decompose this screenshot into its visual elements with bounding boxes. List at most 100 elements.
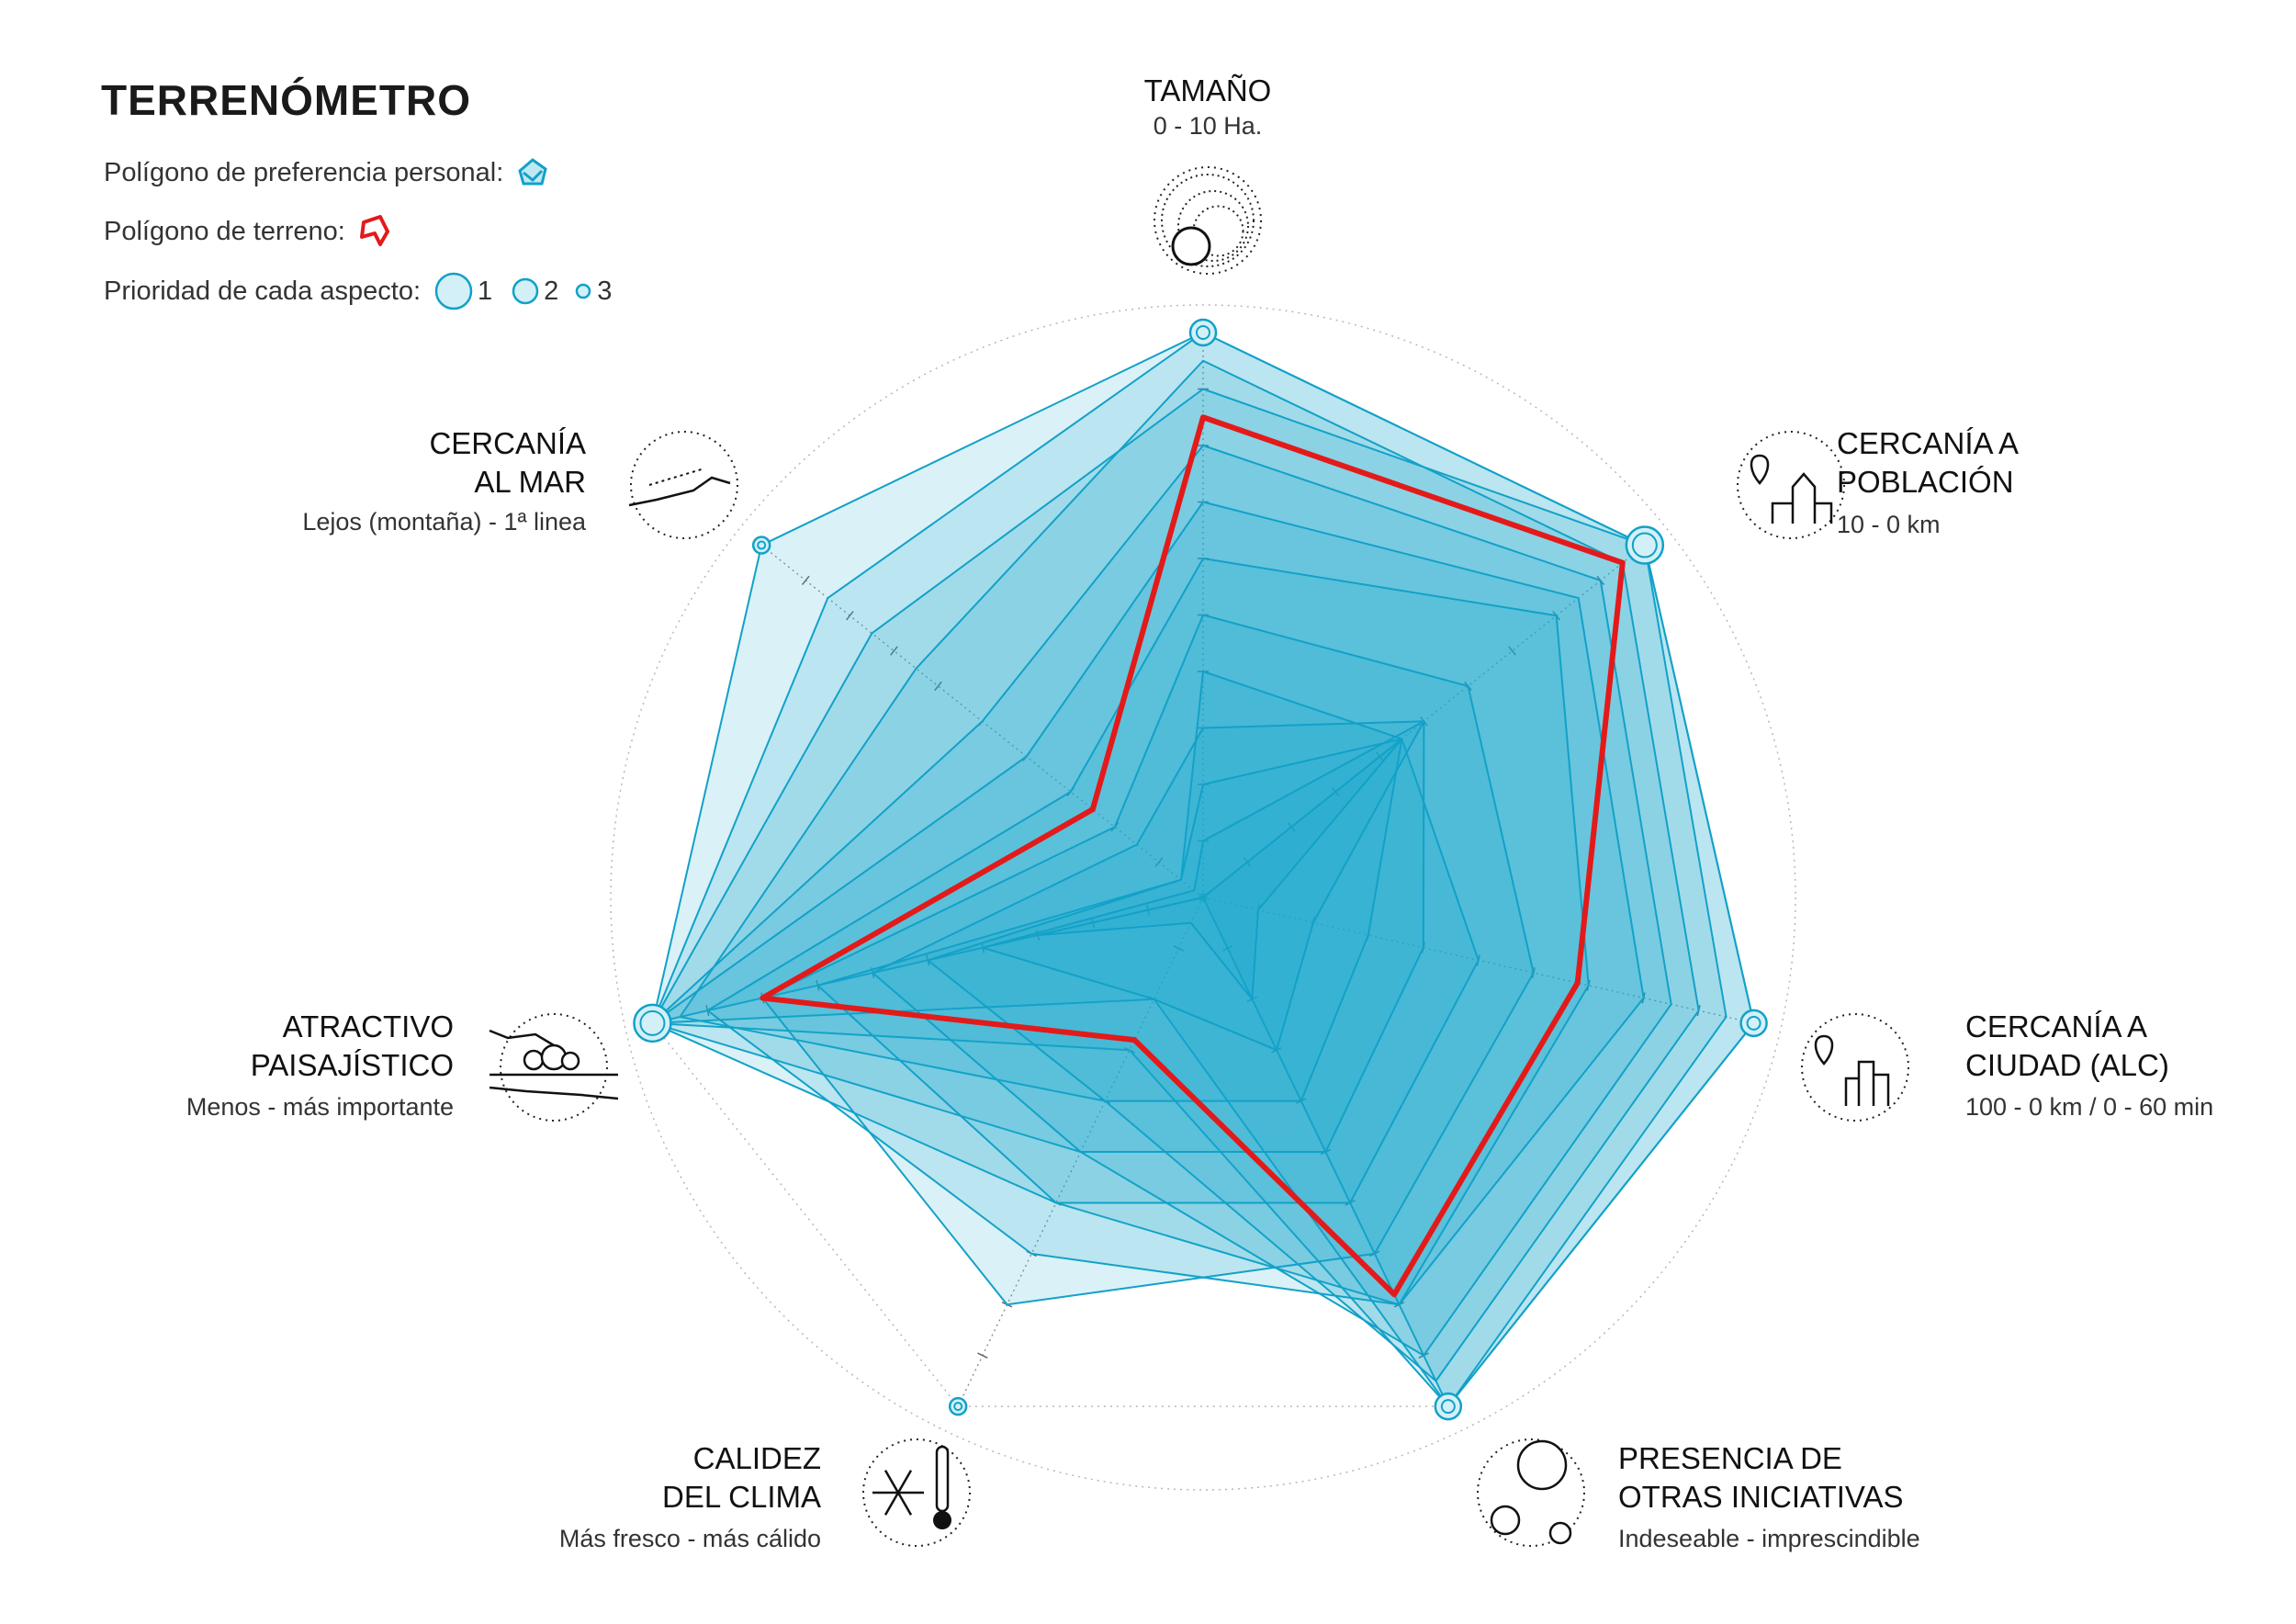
axis-subtitle-cercania-poblacion: 10 - 0 km bbox=[1837, 511, 1941, 538]
axis-tick bbox=[934, 681, 942, 692]
icon-frame bbox=[862, 1438, 971, 1547]
icon-frame bbox=[1154, 166, 1262, 275]
preference-polygon-icon bbox=[518, 158, 548, 186]
priority-outer bbox=[1739, 1009, 1768, 1038]
axis-tick bbox=[890, 646, 898, 656]
preference-polygon-3 bbox=[651, 388, 1728, 1408]
legend-priority-label: Prioridad de cada aspecto: bbox=[104, 276, 421, 306]
node-b bbox=[1490, 1505, 1521, 1536]
village-pin-icon bbox=[1737, 431, 1845, 539]
network-abc-icon bbox=[1477, 1438, 1585, 1547]
terrain-line bbox=[628, 476, 731, 507]
legend-priority: Prioridad de cada aspecto: 1 2 3 bbox=[104, 271, 617, 311]
icon-frame bbox=[1737, 431, 1845, 539]
priority-outer bbox=[1434, 1392, 1463, 1421]
icon-frame bbox=[1801, 1013, 1909, 1122]
terrain-polygon-layer bbox=[760, 414, 1626, 1298]
priority-2-label: 2 bbox=[544, 276, 559, 306]
priority-3-label: 3 bbox=[597, 276, 613, 306]
priority-outer bbox=[751, 536, 771, 555]
priority-inner bbox=[1631, 532, 1658, 558]
legend-terrain: Polígono de terreno: bbox=[104, 213, 393, 250]
axis-subtitle-mar: Lejos (montaña) - 1ª linea bbox=[302, 508, 586, 536]
priority-marker-calidez bbox=[948, 1396, 968, 1416]
priority-outer bbox=[948, 1396, 968, 1416]
axis-title-tamano: TAMAÑO bbox=[1143, 73, 1272, 107]
axis-subtitle-atractivo: Menos - más importante bbox=[186, 1093, 454, 1121]
priority-marker-atractivo bbox=[633, 1003, 672, 1043]
distance-arrow bbox=[648, 468, 705, 486]
node-c bbox=[1548, 1521, 1572, 1545]
priority-inner bbox=[1440, 1399, 1456, 1415]
axis-icons bbox=[489, 166, 1909, 1547]
preference-polygon-12 bbox=[982, 720, 1425, 1052]
axis-subtitle-tamano: 0 - 10 Ha. bbox=[1153, 112, 1263, 140]
priority-inner bbox=[1196, 325, 1210, 340]
priority-inner bbox=[639, 1009, 666, 1036]
priority-outer bbox=[1188, 318, 1218, 347]
priority-marker-cercania_poblacion bbox=[1625, 525, 1665, 565]
icon-frame bbox=[1477, 1438, 1585, 1547]
snowflake-arm bbox=[884, 1470, 913, 1516]
axis-title-calidez: CALIDEZ DEL CLIMA bbox=[662, 1441, 821, 1514]
preference-polygon-10 bbox=[872, 720, 1425, 1154]
size-dot bbox=[1171, 226, 1211, 266]
axis-tick bbox=[1508, 646, 1516, 656]
priority-marker-cercania_ciudad bbox=[1739, 1009, 1768, 1038]
axis-title-presencia: PRESENCIA DE OTRAS INICIATIVAS bbox=[1618, 1441, 1904, 1514]
ground bbox=[489, 1073, 619, 1100]
icon-frame bbox=[630, 431, 738, 539]
priority-outer bbox=[633, 1003, 672, 1043]
priority-2-icon bbox=[512, 277, 539, 305]
pin bbox=[1814, 1034, 1834, 1066]
coast-distance-icon bbox=[628, 431, 738, 539]
page-title: TERRENÓMETRO bbox=[101, 76, 471, 124]
priority-marker-presencia bbox=[1434, 1392, 1463, 1421]
node-a bbox=[1516, 1439, 1568, 1491]
axis-subtitle-cercania-ciudad: 100 - 0 km / 0 - 60 min bbox=[1965, 1093, 2214, 1121]
legend-terrain-label: Polígono de terreno: bbox=[104, 216, 345, 246]
icon-frame bbox=[500, 1013, 608, 1122]
priority-marker-mar bbox=[751, 536, 771, 555]
city-pin-icon bbox=[1801, 1013, 1909, 1122]
landscape-trees-icon bbox=[489, 1013, 619, 1122]
axis-title-atractivo: ATRACTIVO PAISAJÍSTICO bbox=[250, 1009, 454, 1082]
axis-tick bbox=[1154, 857, 1164, 867]
buildings bbox=[1844, 1060, 1890, 1106]
legend-preference-label: Polígono de preferencia personal: bbox=[104, 157, 504, 187]
priority-inner bbox=[757, 540, 767, 550]
village bbox=[1771, 472, 1833, 524]
axis-subtitle-calidez: Más fresco - más cálido bbox=[558, 1525, 821, 1552]
priority-inner bbox=[1746, 1015, 1761, 1031]
priority-markers bbox=[633, 318, 1768, 1421]
axis-tick bbox=[977, 1352, 988, 1359]
terrain-polygon bbox=[760, 414, 1626, 1298]
axis-tick bbox=[846, 611, 854, 621]
preference-polygon-13 bbox=[1037, 738, 1403, 1000]
axis-subtitle-presencia: Indeseable - imprescindible bbox=[1618, 1525, 1920, 1552]
thermo-bulb bbox=[933, 1511, 951, 1529]
legend-preference: Polígono de preferencia personal: bbox=[104, 156, 551, 189]
thermo-tube bbox=[935, 1445, 950, 1513]
axis-title-cercania-poblacion: CERCANÍA A POBLACIÓN bbox=[1837, 426, 2020, 499]
pin bbox=[1750, 454, 1770, 485]
axis-tick bbox=[1173, 945, 1185, 952]
tree bbox=[560, 1051, 580, 1071]
axis-tick bbox=[801, 575, 810, 586]
size-ring bbox=[1177, 190, 1249, 262]
priority-outer bbox=[1625, 525, 1665, 565]
size-ring bbox=[1161, 174, 1255, 267]
priority-1-label: 1 bbox=[478, 276, 493, 306]
preference-polygon-7 bbox=[706, 558, 1590, 1306]
snowflake-thermometer-icon bbox=[862, 1438, 971, 1547]
axis-title-mar: CERCANÍA AL MAR bbox=[429, 426, 586, 499]
priority-1-icon bbox=[434, 272, 473, 310]
concentric-circles-icon bbox=[1154, 166, 1262, 275]
preference-polygons bbox=[651, 332, 1755, 1408]
priority-inner bbox=[953, 1402, 963, 1412]
terrain-polygon-icon bbox=[359, 215, 389, 246]
hills bbox=[489, 1029, 555, 1047]
axis-title-cercania-ciudad: CERCANÍA A CIUDAD (ALC) bbox=[1965, 1009, 2169, 1082]
outer-ring bbox=[610, 304, 1796, 1491]
